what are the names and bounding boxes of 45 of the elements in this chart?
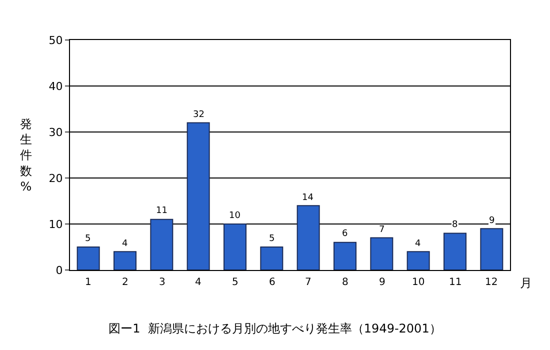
bar [406,251,430,270]
bar [224,224,246,270]
y-tick-label: 40 [48,80,63,93]
x-tick-label: 2 [122,277,128,288]
x-tick-label: 7 [305,277,312,288]
data-label: 9 [489,216,495,226]
x-tick-label: 10 [412,277,425,288]
x-tick-label: 3 [159,277,166,288]
bar [334,242,356,270]
data-label: 5 [269,234,275,244]
data-label: 6 [342,229,348,239]
y-tick-label: 20 [48,172,63,185]
bar [296,205,320,270]
data-label: 4 [415,239,421,249]
y-tick-label: 10 [48,218,63,231]
text: 図ー1 新潟県における月別の地すべり発生率（1949-2001） [108,322,442,336]
bar [370,237,394,270]
y-axis-title: 発生件数 % [20,117,32,194]
x-tick-label: 12 [485,277,498,288]
bar [186,122,210,270]
data-label: 10 [229,211,241,221]
bar [444,232,466,270]
data-label: 8 [452,220,458,230]
bar [480,228,504,270]
x-tick-label: 9 [379,277,386,288]
data-label: 5 [85,234,91,244]
x-tick-label: 6 [269,277,276,288]
bar [76,246,100,270]
x-tick-label: 8 [342,277,348,288]
data-label: 11 [156,206,168,216]
data-label: 7 [379,225,385,235]
data-label: 4 [122,239,128,249]
x-tick-label: 11 [449,277,462,288]
x-tick-label: 5 [232,277,238,288]
x-axis-title: 月 [520,276,532,290]
y-tick-label: 0 [56,264,63,277]
y-tick-label: 30 [48,126,63,139]
data-label: 14 [302,193,314,203]
data-label: 32 [193,110,204,120]
y-tick-label: 50 [48,34,63,47]
x-tick-label: 4 [195,277,202,288]
bar [150,218,174,270]
bar [260,246,284,270]
bar [114,251,136,270]
x-tick-label: 1 [85,277,92,288]
